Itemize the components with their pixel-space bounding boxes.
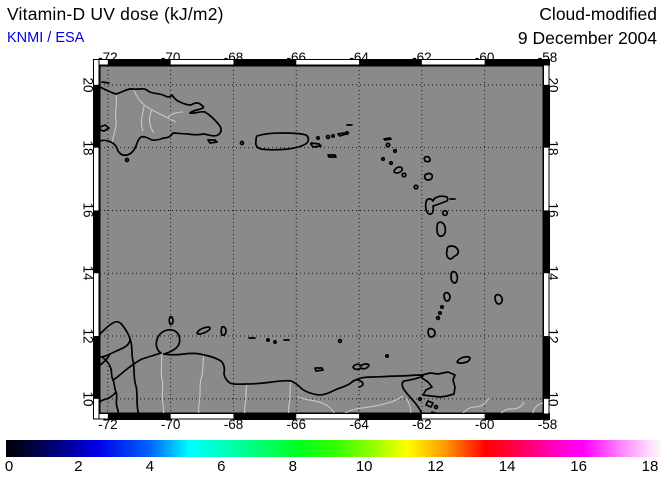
colorbar-label: 16 [570,458,587,475]
colorbar-label: 18 [641,458,659,475]
lon-tick-label-bottom: -58 [537,417,558,432]
colorbar-label: 2 [74,458,83,475]
colorbar-label: 6 [217,458,226,475]
map-frame-zebra [93,59,550,420]
lon-tick-label-bottom: -72 [98,417,118,432]
lon-tick-label-bottom: -68 [223,417,244,432]
lon-tick-label-bottom: -70 [160,417,181,432]
lon-tick-label-bottom: -62 [412,417,432,432]
date-label: 9 December 2004 [517,28,657,48]
lon-tick-label-bottom: -64 [349,417,369,432]
map-canvas [93,59,550,420]
colorbar-label: 4 [145,458,155,475]
colorbar-gradient [6,440,663,457]
page-title: Vitamin-D UV dose (kJ/m2) [7,4,224,24]
organization-credit: KNMI / ESA [7,30,85,46]
rivers-borders-layer [111,89,543,413]
lon-tick-label-bottom: -60 [474,417,495,432]
lon-tick-label-bottom: -66 [286,417,307,432]
sea-background [99,65,544,414]
colorbar-label: 14 [498,458,516,475]
product-mode-label: Cloud-modified [539,4,657,24]
colorbar-label: 10 [355,458,373,475]
colorbar-label: 8 [288,458,297,475]
coastline-layer [100,81,504,413]
colorbar-label: 12 [427,458,445,475]
colorbar-label: 0 [4,458,14,475]
